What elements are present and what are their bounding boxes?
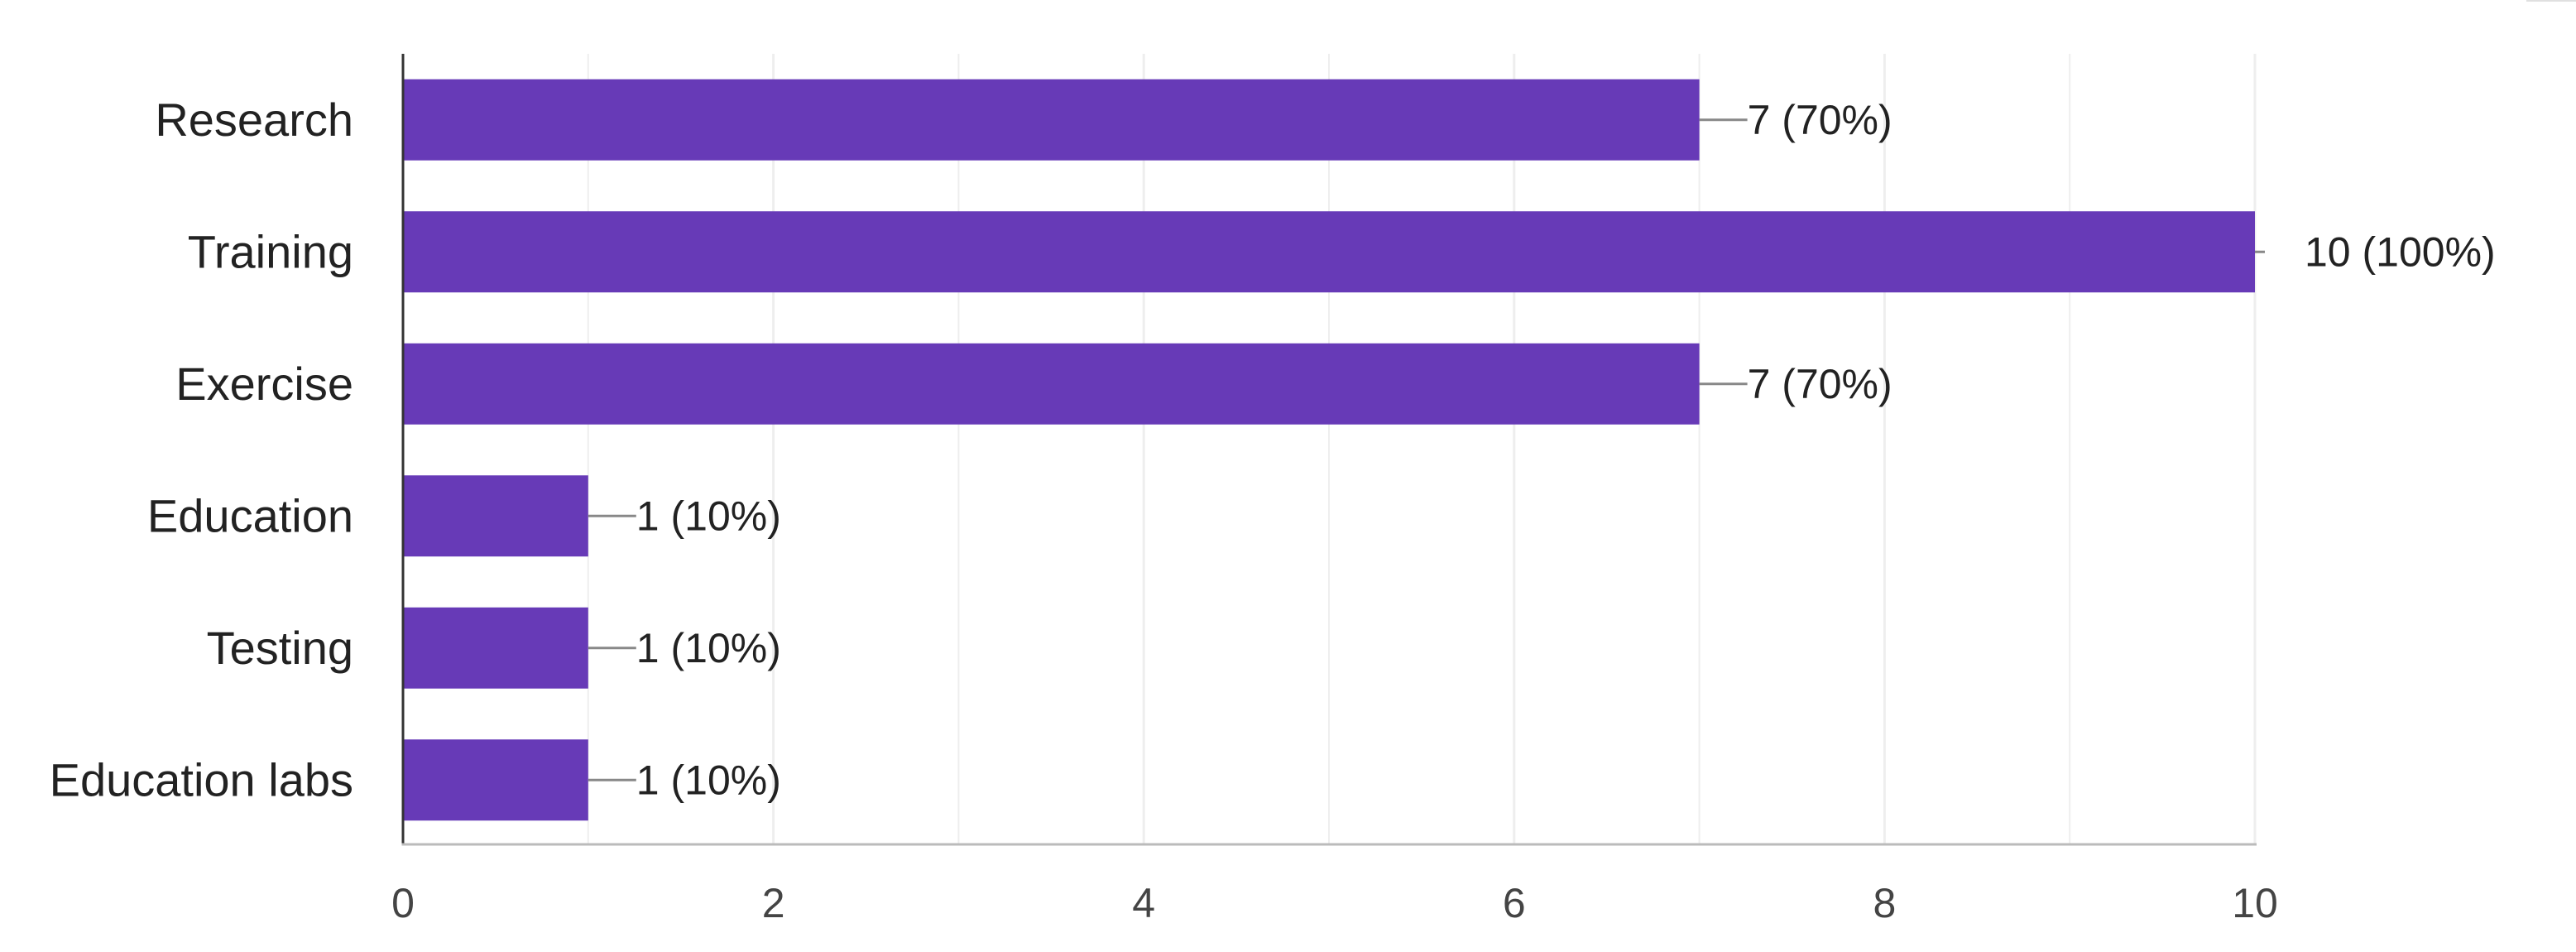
bar-training: [403, 211, 2255, 293]
labels: Research Training Exercise Education Testing…: [50, 94, 2496, 926]
x-tick-label: 4: [1132, 880, 1155, 926]
data-label: 1 (10%): [636, 625, 781, 671]
category-label: Training: [188, 225, 353, 277]
x-tick-label: 2: [762, 880, 785, 926]
data-label: 7 (70%): [1748, 361, 1892, 407]
bars: [403, 79, 2255, 821]
category-label: Education labs: [50, 753, 353, 805]
data-label: 7 (70%): [1748, 97, 1892, 143]
bar-education-labs: [403, 739, 588, 821]
axes: [401, 54, 2257, 846]
leader-lines: [588, 118, 2265, 781]
data-label: 1 (10%): [636, 757, 781, 803]
x-tick-label: 6: [1503, 880, 1526, 926]
category-label: Exercise: [175, 358, 353, 410]
bar-education: [403, 475, 588, 557]
corner-divider: [2526, 0, 2576, 2]
bar-research: [403, 79, 1700, 161]
data-label: 10 (100%): [2305, 228, 2496, 275]
data-label: 1 (10%): [636, 493, 781, 539]
category-label: Testing: [207, 622, 353, 674]
x-tick-label: 0: [391, 880, 415, 926]
bar-exercise: [403, 343, 1700, 425]
grid-lines: [587, 54, 2257, 844]
bar-testing: [403, 607, 588, 689]
x-tick-label: 8: [1873, 880, 1896, 926]
category-label: Research: [155, 94, 353, 146]
x-tick-label: 10: [2232, 880, 2278, 926]
category-label: Education: [147, 489, 353, 541]
